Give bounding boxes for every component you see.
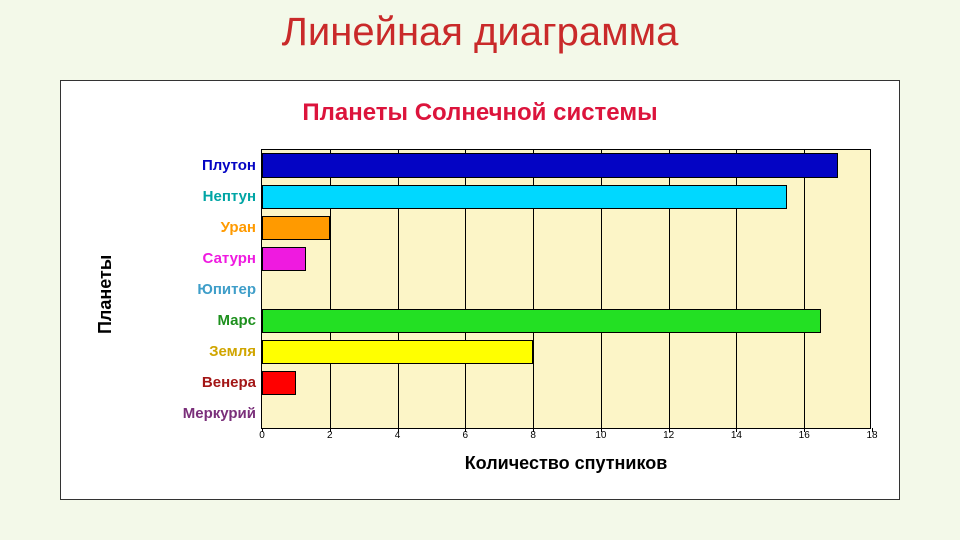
x-tick-label: 4 [395,428,401,441]
slide: Линейная диаграмма Планеты Солнечной сис… [0,0,960,540]
category-label: Плутон [202,157,262,174]
category-label: Уран [221,219,262,236]
x-tick-label: 10 [595,428,606,441]
bar [262,153,838,177]
x-tick-label: 18 [866,428,877,441]
x-tick-label: 0 [259,428,265,441]
y-axis-title: Планеты [95,255,116,334]
x-tick-label: 16 [799,428,810,441]
x-tick-label: 8 [530,428,536,441]
bar [262,340,533,364]
category-label: Венера [202,374,262,391]
bar [262,185,787,209]
category-label: Сатурн [203,250,262,267]
category-label: Меркурий [183,405,262,422]
bar [262,216,330,240]
category-label: Нептун [203,188,262,205]
x-tick-label: 12 [663,428,674,441]
x-tick-label: 14 [731,428,742,441]
x-tick-label: 6 [463,428,469,441]
bar [262,371,296,395]
bar [262,309,821,333]
category-label: Марс [217,312,262,329]
bar [262,247,306,271]
category-label: Земля [209,343,262,360]
x-axis-title: Количество спутников [261,453,871,474]
category-label: Юпитер [197,281,262,298]
gridline [804,150,805,428]
chart-panel: Планеты Солнечной системы Планеты 024681… [60,80,900,500]
chart-title: Планеты Солнечной системы [61,99,899,127]
page-title: Линейная диаграмма [0,0,960,55]
x-tick-label: 2 [327,428,333,441]
plot-area: 024681012141618ПлутонНептунУранСатурнЮпи… [261,149,871,429]
